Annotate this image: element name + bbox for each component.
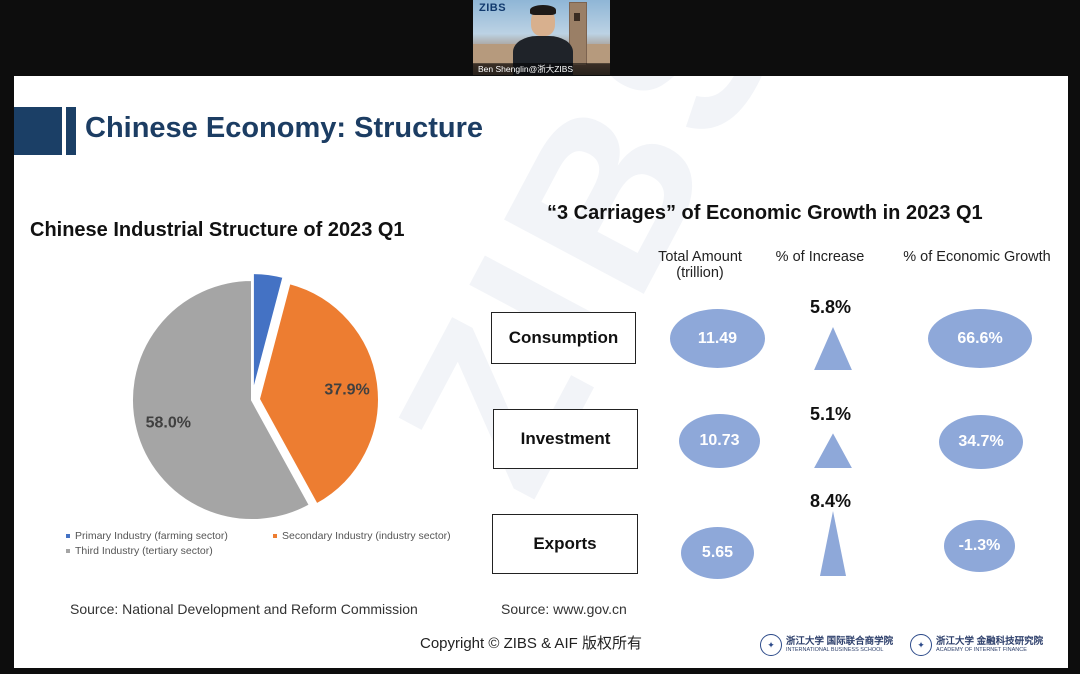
legend-swatch-secondary	[273, 534, 277, 539]
carriages-source: Source: www.gov.cn	[501, 601, 627, 617]
increase-label-consumption: 5.8%	[810, 297, 852, 317]
column-header-total-unit: (trillion)	[676, 265, 724, 281]
pie-slice-primary	[251, 272, 285, 394]
pie-chart: 4.1%37.9%58.0%	[131, 272, 380, 521]
column-header-growth: % of Economic Growth	[903, 249, 1051, 265]
title-accent-block	[14, 107, 62, 155]
growth-share-consumption: 66.6%	[928, 309, 1032, 368]
legend-swatch-third	[66, 549, 70, 554]
ibs-logo-en: INTERNATIONAL BUSINESS SCHOOL	[786, 647, 884, 653]
pie-chart-title: Chinese Industrial Structure of 2023 Q1	[30, 219, 405, 241]
ibs-emblem-icon: ✦	[760, 634, 782, 656]
category-exports: Exports	[492, 514, 638, 574]
growth-share-investment: 34.7%	[939, 415, 1023, 469]
category-investment: Investment	[493, 409, 638, 469]
increase-triangle-shape	[819, 511, 847, 576]
increase-triangle-shape	[814, 433, 852, 468]
slide-title: Chinese Economy: Structure	[85, 112, 484, 144]
carriages-title: “3 Carriages” of Economic Growth in 2023…	[547, 202, 983, 224]
title-accent-stripe	[66, 107, 76, 155]
total-amount-exports: 5.65	[681, 527, 754, 579]
column-header-increase: % of Increase	[775, 249, 865, 265]
increase-label-exports: 8.4%	[810, 491, 852, 511]
aif-logo-cn: 浙江大学 金融科技研究院	[936, 635, 1044, 647]
video-zibs-logo: ZIBS	[479, 2, 507, 14]
pie-source: Source: National Development and Reform …	[70, 601, 418, 617]
category-consumption: Consumption	[491, 312, 636, 364]
pie-data-label-secondary: 37.9%	[324, 381, 369, 398]
growth-share-exports: -1.3%	[944, 520, 1015, 572]
increase-label-investment: 5.1%	[810, 404, 852, 424]
aif-emblem-icon: ✦	[910, 634, 932, 656]
increase-triangle-consumption	[814, 326, 852, 370]
speaker-video-tile[interactable]: ZIBS Ben Shenglin@浙大ZIBS	[473, 0, 610, 75]
total-amount-investment: 10.73	[679, 414, 760, 468]
participant-name-label: Ben Shenglin@浙大ZIBS	[473, 63, 610, 75]
legend-label-secondary: Secondary Industry (industry sector)	[282, 530, 451, 542]
copyright-notice: Copyright © ZIBS & AIF 版权所有	[420, 635, 642, 652]
aif-logo: ✦ 浙江大学 金融科技研究院 ACADEMY OF INTERNET FINAN…	[910, 634, 1043, 656]
legend-item-secondary: Secondary Industry (industry sector)	[273, 530, 451, 542]
increase-triangle-exports	[819, 511, 847, 576]
pie-data-label-third: 58.0%	[146, 414, 191, 431]
speaker-hair	[530, 5, 556, 15]
legend-label-primary: Primary Industry (farming sector)	[75, 530, 228, 542]
legend-label-third: Third Industry (tertiary sector)	[75, 545, 213, 557]
total-amount-consumption: 11.49	[670, 309, 765, 368]
shared-slide: ZIBS Chinese Economy: Structure Chinese …	[14, 76, 1068, 668]
increase-triangle-shape	[814, 326, 852, 370]
legend-item-primary: Primary Industry (farming sector)	[66, 530, 228, 542]
column-header-total-label: Total Amount	[658, 249, 742, 265]
legend-swatch-primary	[66, 534, 70, 539]
increase-triangle-investment	[814, 433, 852, 468]
ibs-logo: ✦ 浙江大学 国际联合商学院 INTERNATIONAL BUSINESS SC…	[760, 634, 893, 656]
ibs-logo-cn: 浙江大学 国际联合商学院	[786, 635, 894, 647]
legend-item-third: Third Industry (tertiary sector)	[66, 545, 213, 557]
aif-logo-en: ACADEMY OF INTERNET FINANCE	[936, 647, 1027, 653]
pie-slice-secondary	[257, 281, 380, 506]
column-header-total: Total Amount (trillion)	[640, 249, 760, 281]
pie-slice-third	[131, 278, 312, 521]
